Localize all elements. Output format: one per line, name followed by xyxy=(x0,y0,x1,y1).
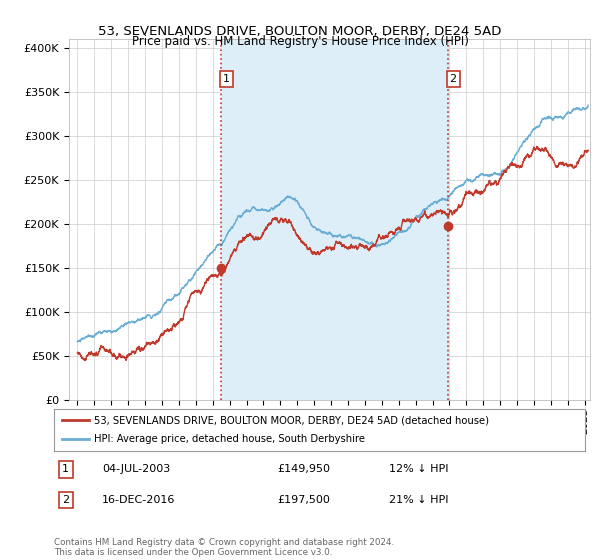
Bar xyxy=(221,39,448,400)
Text: 53, SEVENLANDS DRIVE, BOULTON MOOR, DERBY, DE24 5AD (detached house): 53, SEVENLANDS DRIVE, BOULTON MOOR, DERB… xyxy=(94,415,489,425)
Text: 53, SEVENLANDS DRIVE, BOULTON MOOR, DERBY, DE24 5AD: 53, SEVENLANDS DRIVE, BOULTON MOOR, DERB… xyxy=(98,25,502,38)
Text: 16-DEC-2016: 16-DEC-2016 xyxy=(102,495,175,505)
Text: 21% ↓ HPI: 21% ↓ HPI xyxy=(389,495,448,505)
Text: 1: 1 xyxy=(223,74,230,84)
Text: 04-JUL-2003: 04-JUL-2003 xyxy=(102,464,170,474)
Text: £197,500: £197,500 xyxy=(277,495,330,505)
Text: 2: 2 xyxy=(62,495,69,505)
Text: 12% ↓ HPI: 12% ↓ HPI xyxy=(389,464,448,474)
Text: 2: 2 xyxy=(449,74,457,84)
Text: 1: 1 xyxy=(62,464,69,474)
Text: £149,950: £149,950 xyxy=(277,464,330,474)
Text: Contains HM Land Registry data © Crown copyright and database right 2024.
This d: Contains HM Land Registry data © Crown c… xyxy=(54,538,394,557)
Text: Price paid vs. HM Land Registry's House Price Index (HPI): Price paid vs. HM Land Registry's House … xyxy=(131,35,469,48)
Text: HPI: Average price, detached house, South Derbyshire: HPI: Average price, detached house, Sout… xyxy=(94,435,365,445)
